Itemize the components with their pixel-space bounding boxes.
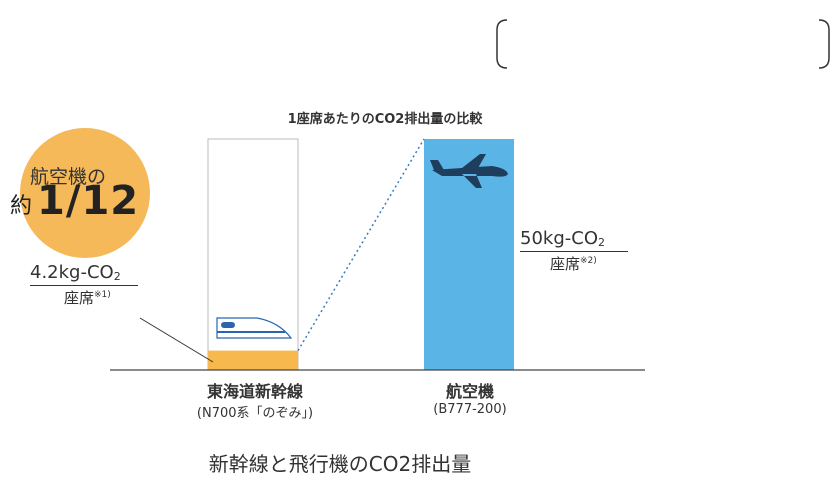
value-numerator-airplane: 50kg-CO2 xyxy=(520,228,605,249)
train-window xyxy=(221,322,235,328)
value-numerator-shinkansen: 4.2kg-CO2 xyxy=(30,262,121,283)
category-airplane: 航空機 (B777-200) xyxy=(390,378,550,417)
category-shinkansen: 東海道新幹線 (N700系「のぞみ」) xyxy=(160,378,350,421)
value-denominator-airplane: 座席※2) xyxy=(550,255,597,273)
value-label-shinkansen: 4.2kg-CO2 座席※1) xyxy=(30,262,140,308)
bar-shinkansen xyxy=(208,350,298,370)
value-denominator-shinkansen: 座席※1) xyxy=(64,289,111,307)
chart-title: 1座席あたりのCO2排出量の比較 xyxy=(287,112,483,127)
ratio-badge xyxy=(20,128,150,258)
category-sub-airplane: (B777-200) xyxy=(433,402,507,417)
figure-caption: 新幹線と飛行機のCO2排出量 xyxy=(208,452,472,476)
category-sub-shinkansen: (N700系「のぞみ」) xyxy=(196,406,314,421)
badge-prefix: 約 xyxy=(10,194,33,219)
category-name-airplane: 航空機 xyxy=(445,382,494,401)
badge-ratio: 1/12 xyxy=(37,178,140,224)
badge-line1: 航空機の xyxy=(30,166,107,188)
category-name-shinkansen: 東海道新幹線 xyxy=(206,382,303,401)
leader-line xyxy=(139,317,214,363)
empty-parenthesis-box xyxy=(496,19,830,69)
value-label-airplane: 50kg-CO2 座席※2) xyxy=(520,228,640,274)
airplane-icon xyxy=(430,154,508,188)
comparison-dotted-line xyxy=(297,138,425,351)
